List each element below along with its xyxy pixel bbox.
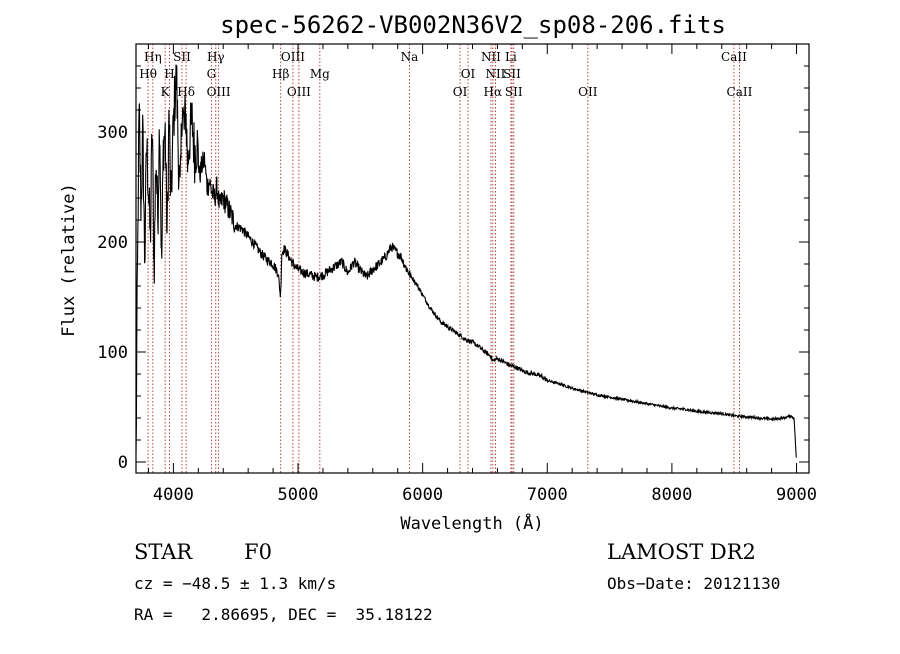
spectral-line-label: OIII bbox=[207, 85, 231, 99]
spectral-line-label: SII bbox=[503, 67, 521, 81]
spectral-line-label: CaII bbox=[727, 85, 753, 99]
x-tick-label: 8000 bbox=[651, 485, 692, 505]
y-tick-label: 0 bbox=[118, 453, 128, 473]
spectrum-line bbox=[135, 64, 797, 458]
axis-ticks: 4000 5000 6000 7000 8000 9000 0 100 200 300 bbox=[97, 44, 817, 505]
spectral-line-label: SII bbox=[173, 50, 191, 64]
x-tick-label: 4000 bbox=[153, 485, 194, 505]
spectral-line-label: Na bbox=[401, 50, 419, 64]
spectral-line-label: NII bbox=[485, 67, 505, 81]
x-tick-label: 6000 bbox=[402, 485, 443, 505]
spectral-line-markers bbox=[147, 44, 740, 473]
spectral-line-label: OII bbox=[578, 85, 598, 99]
spectral-line-label: Hθ bbox=[139, 67, 157, 81]
spectral-line-labels: Hη Hθ KH SII Hδ Hγ G OIII Hβ OIII OIII Mg Na OI OI NII N… bbox=[139, 50, 752, 99]
spectral-line-label: OIII bbox=[281, 50, 305, 64]
spectral-line-label: OIII bbox=[287, 85, 311, 99]
spectral-line-label: OI bbox=[461, 67, 476, 81]
y-tick-label: 200 bbox=[97, 233, 128, 253]
x-tick-label: 9000 bbox=[776, 485, 817, 505]
chart-title: spec-56262-VB002N36V2_sp08-206.fits bbox=[220, 11, 726, 39]
spectral-line-label: Mg bbox=[310, 67, 330, 81]
spectral-line-label: G bbox=[207, 67, 217, 81]
x-axis-label: Wavelength (Å) bbox=[400, 512, 543, 534]
spectral-line-label: Hα bbox=[484, 85, 503, 99]
obs-date: Obs−Date: 20121130 bbox=[607, 574, 780, 593]
spectral-line-label: Hη bbox=[144, 50, 162, 64]
spectral-line-label: Hδ bbox=[177, 85, 195, 99]
survey-name: LAMOST DR2 bbox=[607, 540, 756, 564]
spectral-line-label: NII bbox=[481, 50, 501, 64]
spectral-line-label: OI bbox=[453, 85, 468, 99]
y-tick-label: 300 bbox=[97, 123, 128, 143]
x-tick-label: 7000 bbox=[527, 485, 568, 505]
object-class: STAR bbox=[134, 540, 193, 564]
y-tick-label: 100 bbox=[97, 343, 128, 363]
spectral-subclass: F0 bbox=[244, 540, 272, 564]
spectral-line-label: Li bbox=[505, 50, 517, 64]
redshift-readout: cz = −48.5 ± 1.3 km/s bbox=[134, 574, 336, 593]
y-axis-label: Flux (relative) bbox=[59, 183, 79, 337]
spectral-line-label: CaII bbox=[721, 50, 747, 64]
spectral-line-label: Hγ bbox=[207, 50, 225, 64]
spectral-line-label: K bbox=[161, 85, 171, 99]
spectral-line-label: SII bbox=[505, 85, 523, 99]
spectral-line-label: H bbox=[164, 67, 174, 81]
coordinates-readout: RA = 2.86695, DEC = 35.18122 bbox=[134, 605, 433, 624]
spectral-line-label: Hβ bbox=[272, 67, 289, 81]
x-tick-label: 5000 bbox=[278, 485, 319, 505]
plot-frame bbox=[135, 43, 810, 474]
